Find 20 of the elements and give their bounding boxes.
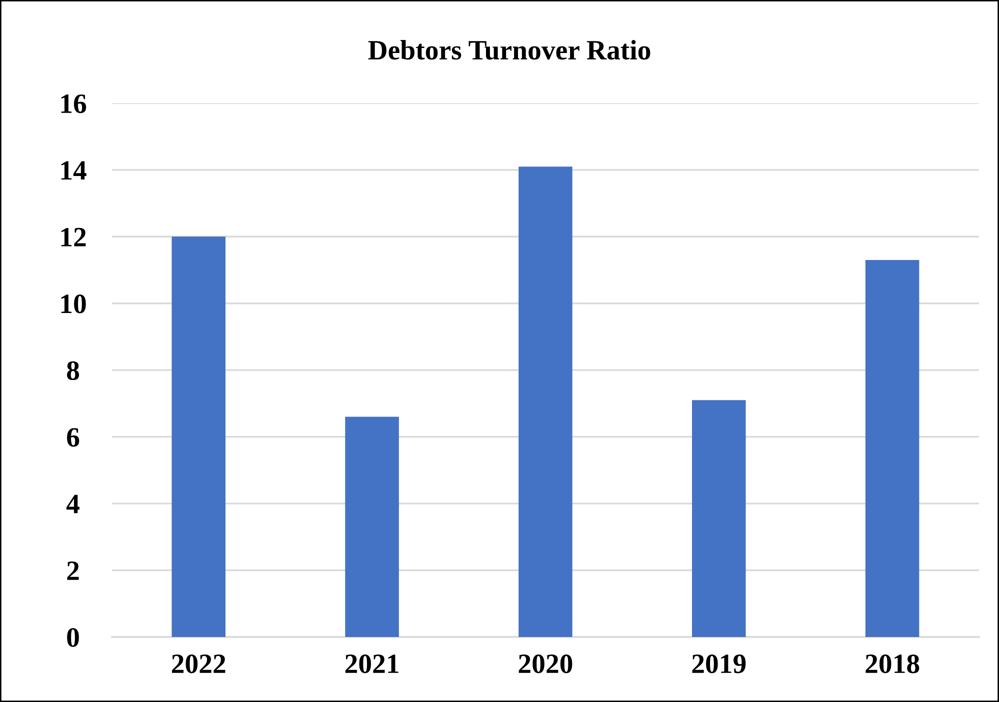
chart-title: Debtors Turnover Ratio: [368, 40, 650, 60]
y-tick-label: 16: [61, 94, 86, 114]
y-tick-label: 2: [67, 562, 79, 580]
y-tick-label: 10: [61, 294, 86, 314]
x-tick-label: 2018: [866, 654, 920, 674]
bar: [692, 400, 746, 637]
y-tick-label: 8: [66, 361, 80, 380]
bar: [172, 236, 226, 637]
x-tick-label: 2022: [172, 654, 226, 674]
x-tick-label: 2021: [345, 654, 398, 674]
y-tick-label: 0: [67, 628, 79, 647]
y-tick-label: 12: [61, 228, 86, 246]
bar: [865, 260, 920, 637]
bar: [518, 166, 572, 637]
y-tick-label: 4: [66, 494, 80, 514]
y-tick-label: 14: [61, 161, 86, 180]
bar: [345, 416, 399, 637]
x-tick-label: 2019: [692, 654, 746, 674]
x-tick-label: 2020: [518, 654, 572, 674]
y-tick-label: 6: [67, 428, 80, 447]
